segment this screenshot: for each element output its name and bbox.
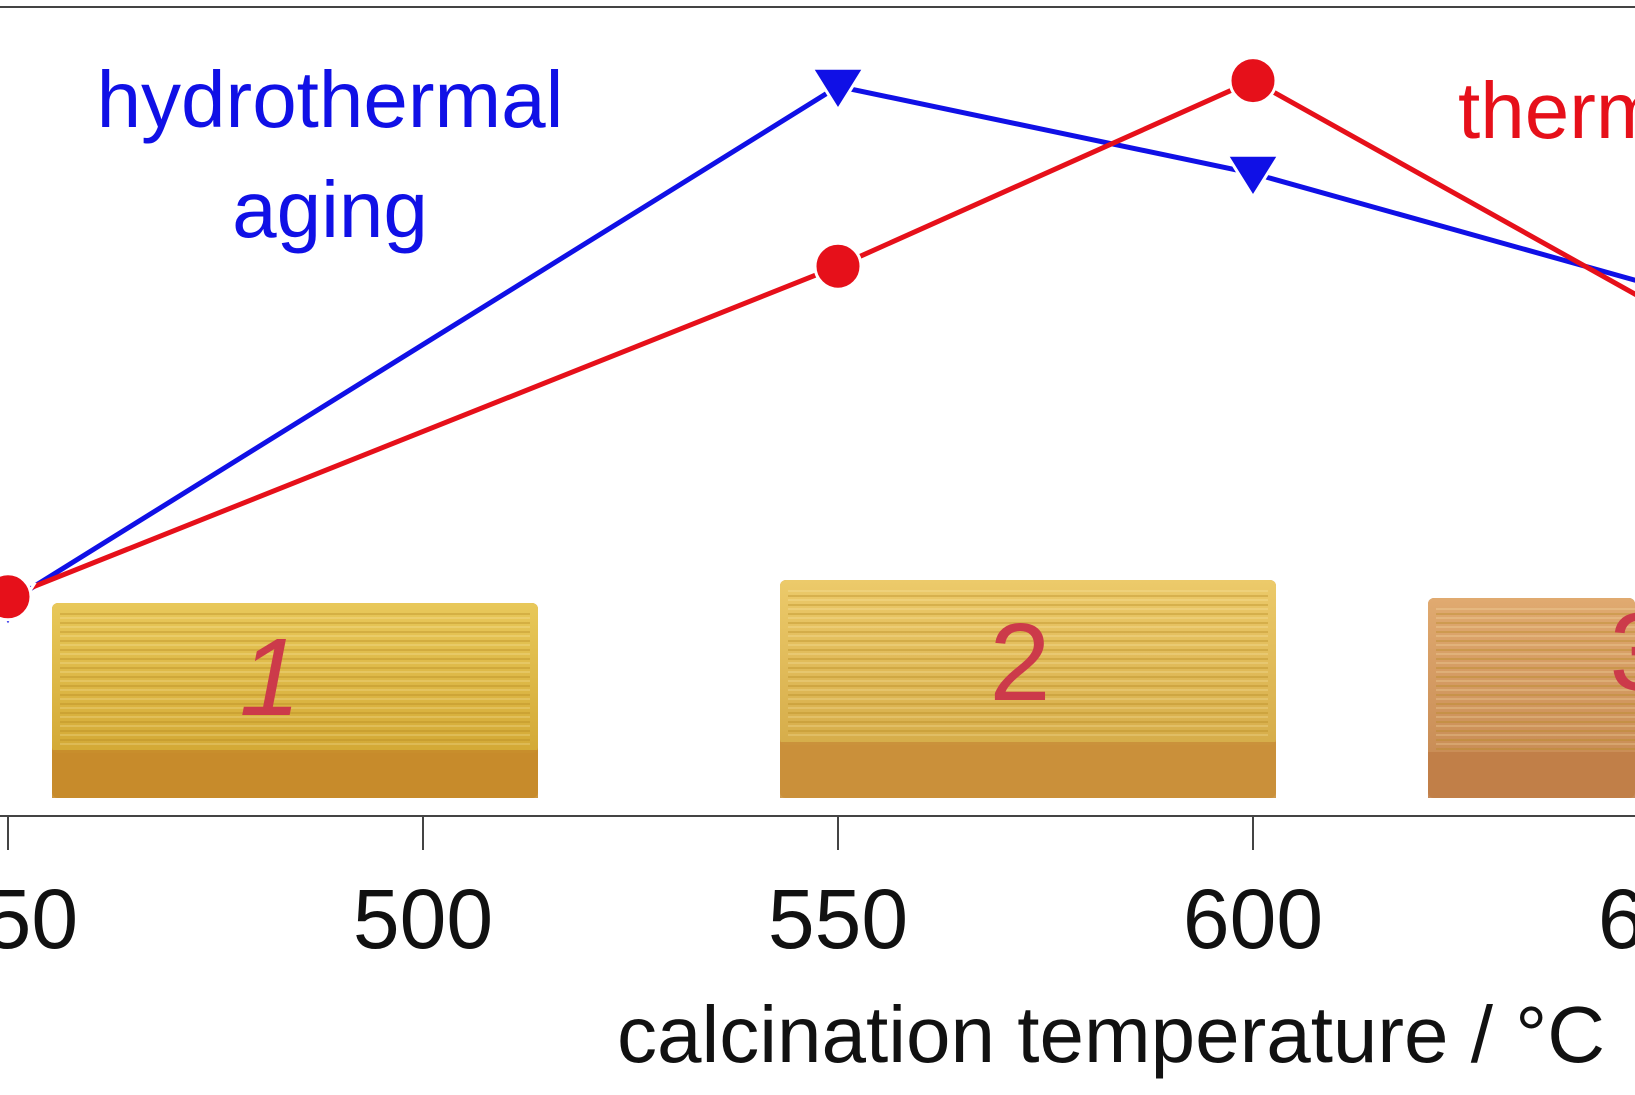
series-0-point-600 [1224, 153, 1282, 200]
series-0-point-550 [809, 66, 867, 113]
series-1-point-550 [813, 241, 863, 291]
series-label-thermal-line1: thermal [1458, 66, 1635, 155]
x-tick-label-500: 500 [353, 872, 493, 966]
x-axis-title: calcination temperature / °C [617, 990, 1605, 1079]
sample-photo-2: 2 [780, 580, 1276, 798]
x-tick-label-650: 650 [1598, 872, 1635, 966]
series-layer [0, 56, 1635, 629]
x-tick-label-600: 600 [1183, 872, 1323, 966]
series-label-hydrothermal-line1: hydrothermal [97, 55, 564, 144]
sample-photo-2-label: 2 [989, 601, 1050, 724]
x-ticks: 450 500 550 600 650 [0, 816, 1635, 966]
series-line-0 [6, 83, 1635, 605]
series-line-1 [7, 77, 1635, 600]
sample-photo-1-label: 1 [239, 616, 300, 739]
sample-photo-1: 1 [52, 603, 538, 798]
x-tick-label-550: 550 [768, 872, 908, 966]
series-1-point-450 [0, 572, 33, 622]
series-1-point-600 [1228, 56, 1278, 106]
sample-photo-3-label: 3 [1609, 591, 1635, 714]
x-tick-label-450: 450 [0, 872, 78, 966]
series-label-hydrothermal-line2: aging [232, 165, 428, 254]
sample-photo-3: 3 [1428, 591, 1635, 798]
